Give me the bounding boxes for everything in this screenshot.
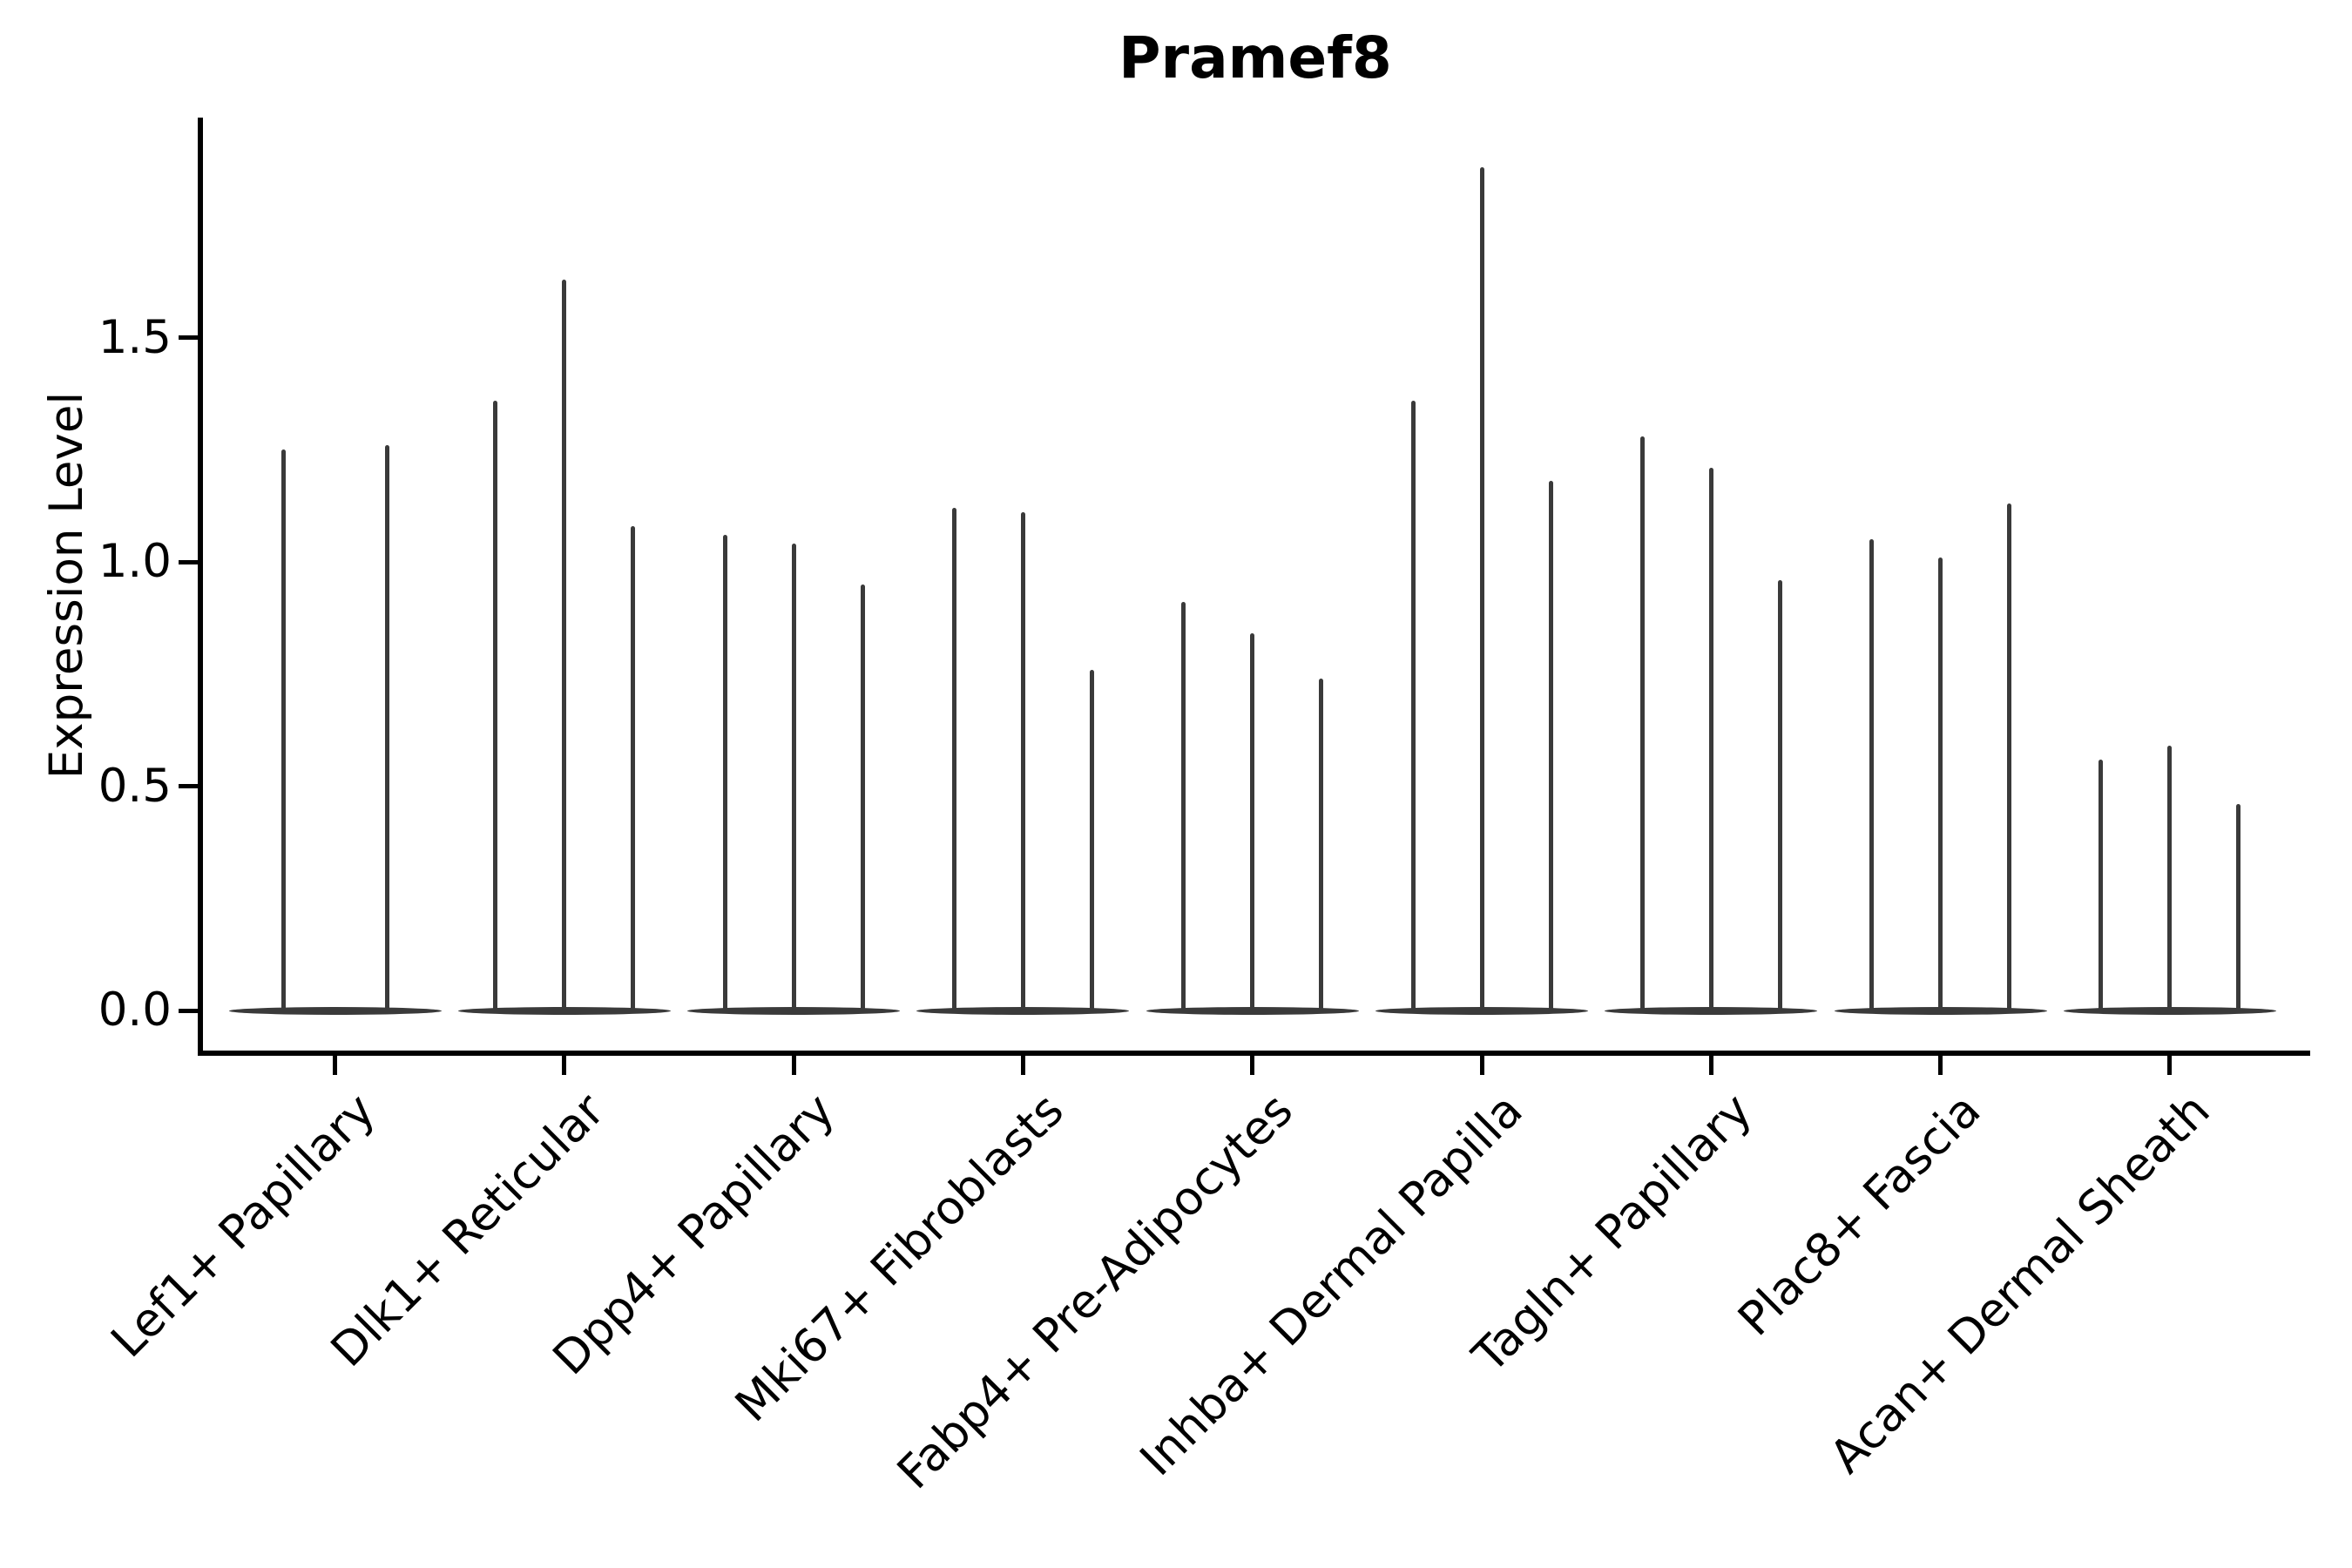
y-tick-label: 0.0: [98, 983, 172, 1037]
violin-spike: [1319, 678, 1324, 1013]
violin-spike: [1639, 436, 1645, 1013]
violin-spike: [562, 279, 567, 1013]
violin-spike: [1020, 512, 1025, 1013]
violin-spike: [1410, 400, 1416, 1013]
violin-spike: [722, 535, 727, 1013]
x-tick-mark: [562, 1056, 567, 1075]
y-axis-spine: [198, 118, 203, 1056]
plot-title: Pramef8: [1119, 24, 1392, 91]
x-tick-mark: [2167, 1056, 2173, 1075]
x-tick-mark: [1938, 1056, 1943, 1075]
x-tick-label: Acan+ Dermal Sheath: [1820, 1084, 2221, 1484]
x-tick-mark: [333, 1056, 337, 1075]
violin-spike: [2007, 504, 2012, 1013]
violin-spike: [280, 449, 286, 1013]
violin-spike: [631, 525, 636, 1013]
y-tick-mark: [179, 1008, 198, 1013]
violin-spike: [951, 508, 956, 1013]
violin-spike: [860, 584, 865, 1013]
violin-base: [228, 1006, 442, 1015]
y-tick-mark: [179, 784, 198, 788]
violin-spike: [791, 544, 796, 1013]
y-tick-label: 0.5: [98, 759, 172, 813]
violin-spike: [1708, 467, 1713, 1013]
violin-spike: [1479, 166, 1484, 1013]
violin-spike: [1938, 557, 1943, 1013]
y-tick-mark: [179, 335, 198, 340]
violin-spike: [1089, 669, 1094, 1013]
x-tick-mark: [1020, 1056, 1025, 1075]
x-tick-mark: [1250, 1056, 1255, 1075]
violin-spike: [2236, 804, 2241, 1013]
y-tick-mark: [179, 559, 198, 564]
violin-spike: [384, 445, 389, 1013]
violin-spike: [493, 400, 498, 1013]
y-tick-label: 1.0: [98, 535, 172, 588]
x-tick-mark: [1708, 1056, 1713, 1075]
violin-spike: [1181, 602, 1186, 1013]
violin-spike: [1548, 481, 1553, 1013]
x-tick-label: Inhba+ Dermal Papilla: [1130, 1084, 1533, 1487]
violin-spike: [1869, 539, 1875, 1013]
violin-spike: [2167, 746, 2173, 1013]
x-tick-label: Fabp4+ Pre-Adipocytes: [887, 1084, 1303, 1500]
x-tick-mark: [1479, 1056, 1484, 1075]
violin-spike: [2099, 759, 2104, 1013]
violin-spike: [1777, 579, 1782, 1013]
violin-spike: [1250, 633, 1255, 1013]
x-axis-spine: [198, 1051, 2310, 1056]
y-tick-label: 1.5: [98, 310, 172, 364]
x-tick-label: Plac8+ Fascia: [1728, 1084, 1991, 1347]
x-tick-mark: [791, 1056, 796, 1075]
